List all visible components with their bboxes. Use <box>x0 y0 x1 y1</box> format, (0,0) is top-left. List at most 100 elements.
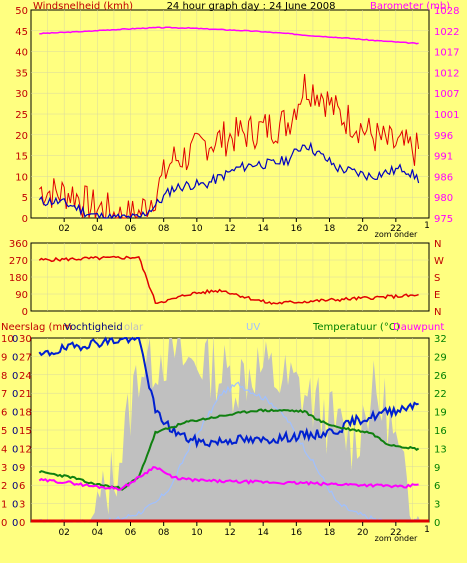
x-tick-label: 08 <box>158 528 170 538</box>
wind-y-tick-label: 40 <box>15 48 28 59</box>
x-tick-label: 20 <box>357 224 369 234</box>
temperature-y-tick-label: 13 <box>434 444 447 455</box>
compass-tick-label: E <box>434 290 440 301</box>
barometer-y-tick-label: 1007 <box>434 89 459 100</box>
x-tick-label: 22 <box>390 224 401 234</box>
wind-y-tick-label: 25 <box>15 110 28 121</box>
temperature-y-tick-label: 29 <box>434 352 447 363</box>
temperature-y-tick-label: 9 <box>434 463 440 474</box>
barometer-axis-label: Barometer (mb) <box>370 1 450 12</box>
x-tick-label: 10 <box>191 528 203 538</box>
temperature-y-tick-label: 16 <box>434 426 447 437</box>
rain-y-tick-label: 10 <box>1 334 14 345</box>
x-tick-label: 08 <box>158 224 170 234</box>
gust-line <box>38 73 420 220</box>
x-tick-label: 20 <box>357 528 369 538</box>
barometer-y-tick-label: 991 <box>434 152 453 163</box>
x-tick-label: 14 <box>257 528 269 538</box>
x-tick-label: 10 <box>191 224 203 234</box>
rain-axis-label: Neerslag (mm <box>1 322 72 333</box>
wind-axis-label: Windsnelheid (kmh) <box>33 1 133 12</box>
barometer-y-tick-label: 1012 <box>434 68 459 79</box>
humidity-y-tick-label: 0 <box>12 444 18 455</box>
wind-y-tick-label: 30 <box>15 89 28 100</box>
x-tick-label: 14 <box>257 224 269 234</box>
barometer-y-tick-label: 1017 <box>434 48 459 59</box>
barometer-y-tick-label: 975 <box>434 214 453 225</box>
direction-y-tick-label: 0 <box>22 307 28 318</box>
solar-y-tick-label: 24 <box>19 371 32 382</box>
wind-y-tick-label: 45 <box>15 27 28 38</box>
x-tick-label: 12 <box>224 224 235 234</box>
x-tick-label: 06 <box>125 224 137 234</box>
compass-tick-label: N <box>434 307 441 318</box>
barometer-y-tick-label: 1022 <box>434 27 459 38</box>
humidity-y-tick-label: 0 <box>12 352 18 363</box>
solar-y-tick-label: 3 <box>19 500 25 511</box>
solar-area <box>39 338 421 522</box>
direction-y-tick-label: 90 <box>15 290 28 301</box>
x-tick-label: 18 <box>324 528 336 538</box>
x-tick-label: 02 <box>58 528 69 538</box>
compass-tick-label: S <box>434 273 440 284</box>
solar-y-tick-label: 21 <box>19 389 32 400</box>
rain-y-tick-label: 7 <box>1 389 7 400</box>
temperature-y-tick-label: 19 <box>434 408 447 419</box>
x-tick-label: 04 <box>92 528 104 538</box>
temperature-y-tick-label: 32 <box>434 334 447 345</box>
compass-tick-label: N <box>434 239 441 250</box>
wind-y-tick-label: 50 <box>15 6 28 17</box>
humidity-y-tick-label: 0 <box>12 500 18 511</box>
temperature-y-tick-label: 26 <box>434 371 447 382</box>
temperature-y-tick-label: 0 <box>434 518 440 529</box>
wind-y-tick-label: 15 <box>15 152 28 163</box>
solar-y-tick-label: 12 <box>19 444 32 455</box>
rain-y-tick-label: 8 <box>1 371 7 382</box>
x-tick-label: 16 <box>291 528 303 538</box>
humidity-y-tick-label: 0 <box>12 334 18 345</box>
humidity-line <box>38 336 419 449</box>
direction-y-tick-label: 180 <box>9 273 28 284</box>
humidity-y-tick-label: 0 <box>12 408 18 419</box>
x-end-label: zom onder <box>375 230 418 239</box>
temperature-y-tick-label: 22 <box>434 389 447 400</box>
barometer-y-tick-label: 1028 <box>434 6 459 17</box>
x-end-marker: 1 <box>424 525 430 535</box>
solar-y-tick-label: 9 <box>19 463 25 474</box>
x-tick-label: 04 <box>92 224 104 234</box>
x-tick-label: 02 <box>58 224 69 234</box>
humidity-axis-label: Vochtigheid <box>64 322 123 333</box>
humidity-y-tick-label: 0 <box>12 518 18 529</box>
rain-y-tick-label: 5 <box>1 426 7 437</box>
uv-axis-label: UV <box>246 322 260 333</box>
wind-y-tick-label: 35 <box>15 68 28 79</box>
wind-direction-line <box>38 255 419 305</box>
x-end-marker: 1 <box>424 221 430 231</box>
rain-y-tick-label: 9 <box>1 352 7 363</box>
wind-y-tick-label: 5 <box>22 193 28 204</box>
x-tick-label: 12 <box>224 528 235 538</box>
page-title: 24 hour graph day : 24 June 2008 <box>167 1 336 12</box>
wind-y-tick-label: 0 <box>22 214 28 225</box>
humidity-y-tick-label: 0 <box>12 426 18 437</box>
temperature-y-tick-label: 6 <box>434 481 440 492</box>
humidity-y-tick-label: 0 <box>12 463 18 474</box>
wind-y-tick-label: 20 <box>15 131 28 142</box>
barometer-y-tick-label: 1001 <box>434 110 459 121</box>
humidity-y-tick-label: 0 <box>12 481 18 492</box>
dewpoint-line <box>38 466 419 491</box>
barometer-y-tick-label: 980 <box>434 193 453 204</box>
wind-speed-line <box>38 141 420 220</box>
barometer-y-tick-label: 986 <box>434 172 453 183</box>
direction-y-tick-label: 360 <box>9 239 28 250</box>
rain-y-tick-label: 6 <box>1 408 7 419</box>
wind-y-tick-label: 10 <box>15 172 28 183</box>
direction-y-tick-label: 270 <box>9 256 28 267</box>
rain-y-tick-label: 0 <box>1 518 7 529</box>
solar-y-tick-label: 27 <box>19 352 32 363</box>
rain-y-tick-label: 2 <box>1 481 7 492</box>
x-tick-label: 06 <box>125 528 137 538</box>
humidity-y-tick-label: 0 <box>12 371 18 382</box>
